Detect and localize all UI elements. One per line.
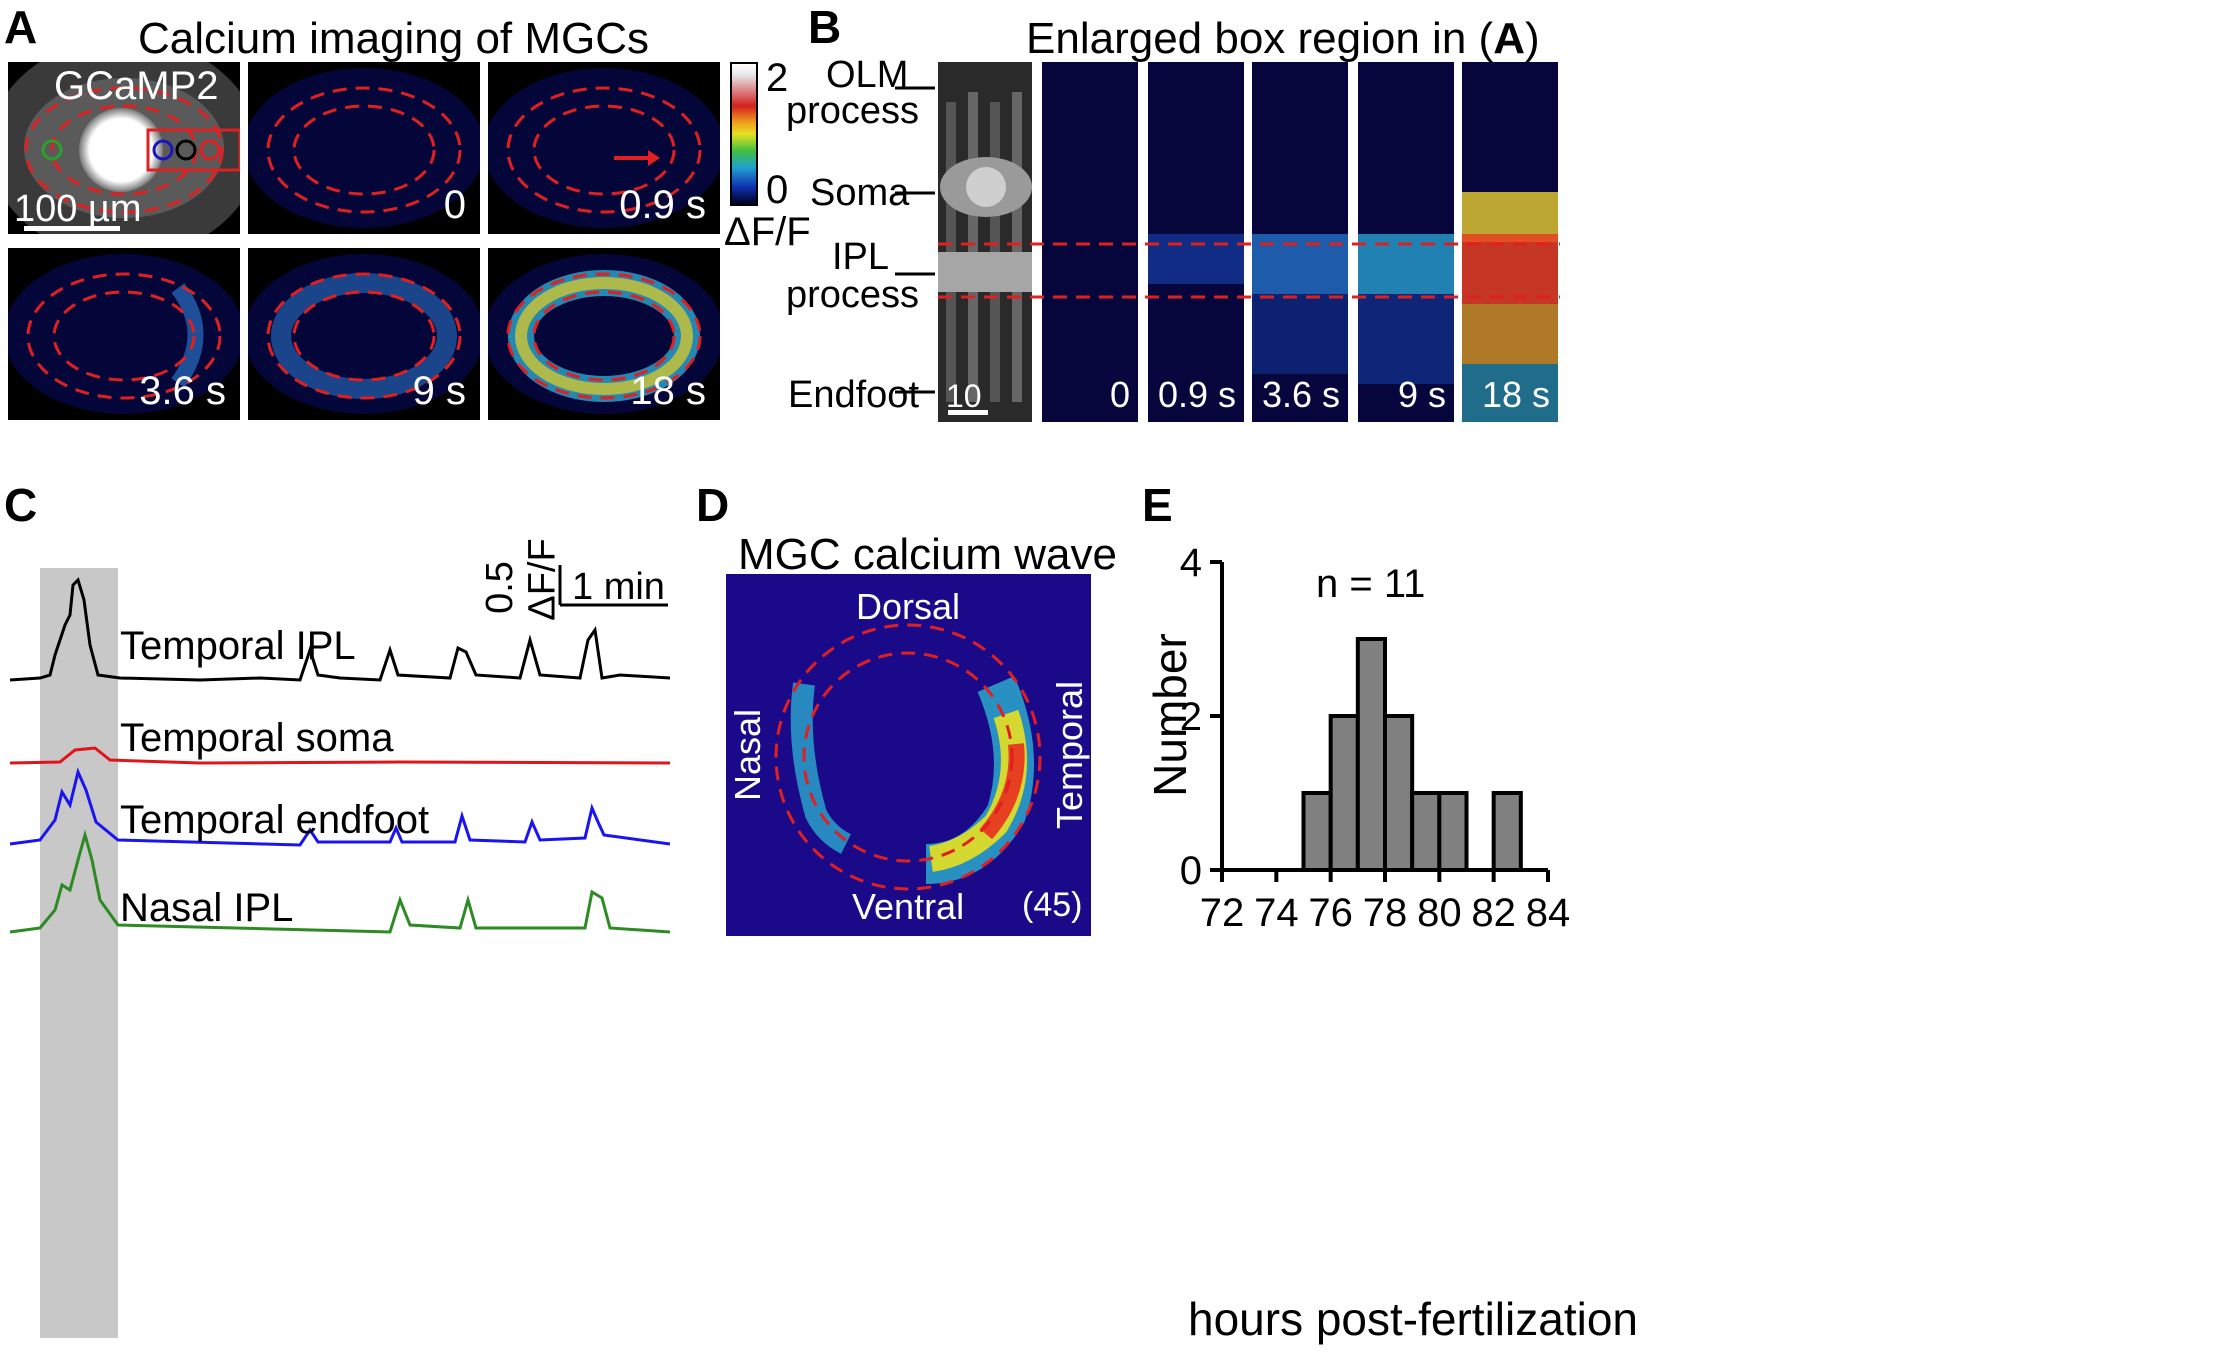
x-tick-label-1: 74	[1254, 891, 1299, 935]
hist-bar-0	[1301, 791, 1333, 872]
x-tick-label-6: 84	[1526, 891, 1571, 935]
hist-bar-3	[1383, 714, 1415, 872]
layer-label-olm-process: process	[786, 90, 920, 132]
colorbar-max: 2	[766, 56, 789, 100]
histogram-ylabel: Number	[1144, 633, 1196, 797]
label-nasal: Nasal	[727, 708, 769, 802]
layer-label-ipl: IPL	[832, 236, 890, 278]
panel-e-label: E	[1142, 479, 1173, 531]
hist-bar-6	[1491, 791, 1523, 872]
calcium-frame-0: 0	[248, 62, 480, 234]
panel-d-label: D	[696, 479, 730, 531]
histogram: 72 74 76 78 80 82 84 0 2 4	[1180, 541, 1571, 935]
label-dorsal: Dorsal	[856, 586, 961, 627]
enlarged-frame-label-0: 0	[1109, 374, 1130, 415]
trace-temporal-soma	[9, 746, 671, 765]
frame-label-18s: 18 s	[630, 369, 706, 413]
hist-bar-2	[1355, 637, 1387, 872]
panel-d-title: MGC calcium wave	[738, 530, 1117, 579]
calcium-frame-3-6s: 3.6 s	[8, 248, 240, 420]
layer-label-olm: OLM	[826, 54, 909, 96]
colorbar-min: 0	[766, 168, 789, 212]
panel-b-title: Enlarged box region in (A)	[1026, 14, 1540, 64]
layer-ticks	[895, 86, 935, 394]
enlarged-frame-label-9s: 9 s	[1397, 374, 1446, 415]
panel-b-title-suffix: )	[1524, 14, 1540, 63]
calcium-frame-9s: 9 s	[248, 248, 480, 420]
scale-x-label: 1 min	[572, 566, 665, 608]
trace-label-temporal-endfoot: Temporal endfoot	[120, 798, 430, 842]
x-tick-label-2: 76	[1308, 891, 1353, 935]
panel-c-label: C	[4, 479, 38, 531]
layer-label-soma: Soma	[810, 172, 910, 214]
panel-b-label: B	[808, 1, 842, 53]
gcamp2-image: GCaMP2 100 µm	[8, 62, 240, 234]
enlarged-gray-image: 10 µm	[938, 62, 1032, 422]
histogram-n-label: n = 11	[1316, 562, 1426, 606]
scale-y-unit: ΔF/F	[521, 538, 564, 621]
trace-label-nasal-ipl: Nasal IPL	[120, 886, 294, 930]
scale-bar-100um: 100 µm	[14, 188, 142, 230]
label-ventral: Ventral	[852, 886, 965, 927]
frame-label-0: 0	[443, 183, 466, 227]
enlarged-frame-3-6s: 3.6 s	[1252, 62, 1348, 422]
enlarged-frame-18s: 18 s	[1462, 62, 1558, 422]
y-tick-label-0: 0	[1180, 849, 1202, 893]
layer-label-endfoot: Endfoot	[788, 374, 919, 416]
enlarged-frame-label-3-6s: 3.6 s	[1261, 374, 1340, 415]
frame-label-3-6s: 3.6 s	[139, 369, 226, 413]
panel-a-label: A	[4, 1, 38, 53]
frame-label-9s: 9 s	[412, 369, 466, 413]
x-tick-label-3: 78	[1363, 891, 1408, 935]
enlarged-frame-label-18s: 18 s	[1481, 374, 1550, 415]
label-temporal: Temporal	[1049, 680, 1091, 830]
trace-temporal-ipl	[9, 577, 671, 682]
frame-label-0-9s: 0.9 s	[619, 183, 706, 227]
panel-b-title-ref: A	[1493, 14, 1525, 63]
colorbar-unit: ΔF/F	[724, 210, 811, 254]
x-tick-label-0: 72	[1200, 891, 1245, 935]
wave-map: Dorsal Ventral Nasal Temporal (45)	[726, 574, 1091, 936]
enlarged-frame-label-0-9s: 0.9 s	[1157, 374, 1236, 415]
calcium-frame-18s: 18 s	[488, 248, 720, 420]
colorbar	[730, 62, 758, 206]
y-tick-label-2: 4	[1180, 541, 1202, 585]
y-tick-label-1: 2	[1180, 695, 1202, 739]
scale-bar-10um: 10 µm	[946, 378, 991, 422]
ipl-boundaries	[938, 242, 1560, 299]
enlarged-frame-9s: 9 s	[1358, 62, 1454, 422]
enlarged-frame-0: 0	[1042, 62, 1138, 422]
gcamp2-label: GCaMP2	[54, 64, 219, 108]
x-tick-label-5: 82	[1471, 891, 1516, 935]
hist-bar-1	[1328, 714, 1360, 872]
trace-label-temporal-soma: Temporal soma	[120, 716, 394, 760]
histogram-xlabel: hours post-fertilization	[1188, 1293, 1638, 1345]
enlarged-frame-0-9s: 0.9 s	[1148, 62, 1244, 422]
panel-a-title: Calcium imaging of MGCs	[138, 14, 650, 63]
trace-label-temporal-ipl: Temporal IPL	[120, 624, 356, 668]
trace-temporal-endfoot	[9, 767, 671, 847]
scale-y-value: 0.5	[478, 561, 521, 614]
label-n-45: (45)	[1022, 886, 1083, 924]
hist-bar-4	[1410, 791, 1442, 872]
hist-bar-5	[1437, 791, 1469, 872]
x-tick-label-4: 80	[1417, 891, 1462, 935]
panel-b-title-prefix: Enlarged box region in (	[1026, 14, 1494, 63]
trace-nasal-ipl	[9, 829, 671, 934]
layer-label-ipl-process: process	[786, 274, 920, 316]
trace-plot	[9, 565, 671, 1338]
calcium-frame-0-9s: 0.9 s	[488, 62, 720, 234]
